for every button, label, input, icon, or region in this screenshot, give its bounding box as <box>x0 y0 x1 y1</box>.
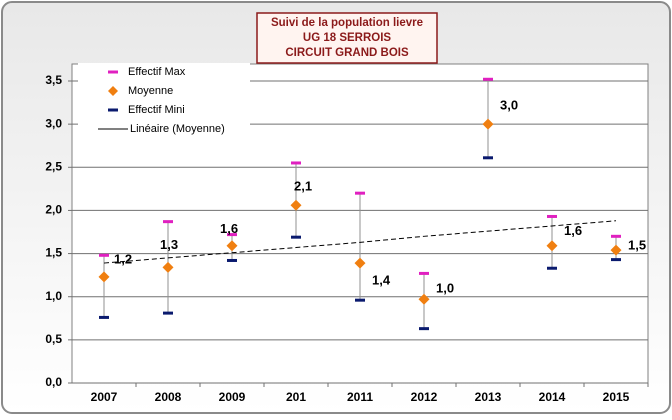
x-tick-label: 201 <box>286 390 306 404</box>
x-tick-label: 2009 <box>219 390 246 404</box>
mean-marker <box>162 261 174 273</box>
legend-label: Effectif Max <box>128 66 186 78</box>
mean-marker <box>226 240 238 252</box>
chart-title: CIRCUIT GRAND BOIS <box>285 47 409 59</box>
mean-marker <box>98 271 110 283</box>
chart-title: Suivi de la population lievre <box>271 17 423 29</box>
mean-marker <box>290 199 302 211</box>
x-tick-label: 2008 <box>155 390 182 404</box>
x-tick-label: 2015 <box>603 390 630 404</box>
legend-label: Linéaire (Moyenne) <box>130 123 225 135</box>
x-tick-label: 2007 <box>91 390 118 404</box>
legend-symbol <box>108 86 118 96</box>
y-tick-label: 1,5 <box>45 246 62 260</box>
y-tick-label: 2,5 <box>45 159 62 173</box>
data-label: 1,6 <box>220 221 238 236</box>
data-label: 1,4 <box>372 273 391 288</box>
y-tick-label: 0,0 <box>45 375 62 389</box>
legend-box <box>78 63 250 139</box>
data-label: 1,6 <box>564 223 582 238</box>
data-label: 3,0 <box>500 98 518 113</box>
mean-marker <box>610 244 622 256</box>
mean-marker <box>354 257 366 269</box>
y-tick-label: 1,0 <box>45 289 62 303</box>
x-tick-label: 2013 <box>475 390 502 404</box>
title-box <box>256 12 438 64</box>
data-label: 1,2 <box>114 251 132 266</box>
mean-marker <box>482 118 494 130</box>
data-label: 1,5 <box>628 238 646 253</box>
legend-label: Effectif Mini <box>128 104 185 116</box>
chart-title: UG 18 SERROIS <box>303 32 392 44</box>
data-label: 1,0 <box>436 281 454 296</box>
x-tick-label: 2011 <box>347 390 373 404</box>
y-tick-label: 3,5 <box>45 73 62 87</box>
trend-line <box>103 220 617 264</box>
data-label: 2,1 <box>294 179 312 194</box>
mean-marker <box>418 293 430 305</box>
y-tick-label: 3,0 <box>45 116 62 130</box>
y-tick-label: 0,5 <box>45 332 62 346</box>
x-tick-label: 2012 <box>411 390 438 404</box>
x-tick-label: 2014 <box>539 390 566 404</box>
data-label: 1,3 <box>160 237 178 252</box>
mean-marker <box>546 240 558 252</box>
y-tick-label: 2,0 <box>45 203 62 217</box>
legend-label: Moyenne <box>128 85 173 97</box>
